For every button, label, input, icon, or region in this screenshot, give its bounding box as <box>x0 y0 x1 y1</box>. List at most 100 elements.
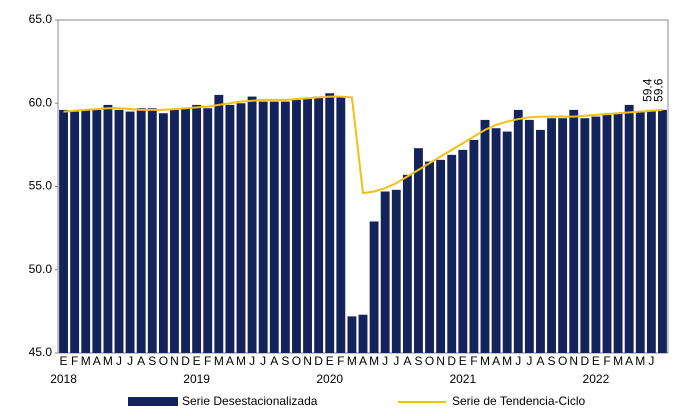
y-tick-label: 55.0 <box>29 179 53 193</box>
x-tick-label: J <box>249 354 255 368</box>
x-tick-label: A <box>270 354 278 368</box>
annotation: 59.6 <box>652 78 666 102</box>
bar <box>536 129 545 353</box>
bar <box>602 114 612 353</box>
y-tick-label: 65.0 <box>29 12 53 26</box>
x-tick-label: D <box>580 354 589 368</box>
year-label: 2021 <box>449 372 476 386</box>
x-tick-label: E <box>193 354 201 368</box>
bar <box>59 109 68 353</box>
trend-line <box>63 95 663 195</box>
x-tick-label: J <box>648 354 654 368</box>
bar <box>158 113 168 354</box>
bar <box>414 148 423 353</box>
x-tick-label: S <box>281 354 289 368</box>
bar <box>347 316 357 353</box>
x-tick-label: N <box>569 354 578 368</box>
x-tick-label: O <box>558 354 567 368</box>
bar <box>436 159 446 353</box>
x-tick-label: A <box>625 354 633 368</box>
bar <box>646 109 656 353</box>
bar <box>292 99 301 353</box>
bar <box>358 314 368 353</box>
x-tick-label: A <box>226 354 234 368</box>
x-tick-label: N <box>170 354 179 368</box>
x-tick-label: S <box>148 354 156 368</box>
x-tick-label: M <box>613 354 623 368</box>
x-tick-label: S <box>548 354 556 368</box>
year-label: 2019 <box>183 372 210 386</box>
x-tick-label: M <box>236 354 246 368</box>
bar <box>70 111 80 353</box>
bar <box>391 189 401 353</box>
x-tick-label: D <box>447 354 456 368</box>
x-tick-label: J <box>515 354 521 368</box>
x-tick-label: D <box>314 354 323 368</box>
bar <box>491 128 501 353</box>
y-tick-label: 60.0 <box>29 95 53 109</box>
bar <box>580 118 590 353</box>
legend-label: Serie Desestacionalizada <box>182 394 318 408</box>
bar <box>369 221 379 353</box>
x-tick-label: E <box>459 354 467 368</box>
x-tick-label: O <box>292 354 301 368</box>
bar <box>314 96 324 353</box>
x-tick-label: M <box>635 354 645 368</box>
bar <box>425 161 434 353</box>
bar <box>447 154 457 353</box>
bar <box>269 101 279 354</box>
bar <box>236 103 246 353</box>
x-tick-label: M <box>214 354 224 368</box>
bar <box>524 119 534 354</box>
x-tick-label: N <box>303 354 312 368</box>
bar <box>192 104 202 353</box>
bar <box>114 109 124 353</box>
bar <box>247 96 257 353</box>
bar <box>336 96 346 353</box>
x-tick-label: M <box>347 354 357 368</box>
bar <box>303 98 312 353</box>
x-tick-label: M <box>369 354 379 368</box>
bar <box>624 104 634 353</box>
x-tick-label: S <box>414 354 422 368</box>
bar <box>225 104 235 353</box>
year-label: 2022 <box>583 372 610 386</box>
bar <box>591 116 601 353</box>
x-tick-label: J <box>382 354 388 368</box>
x-tick-label: J <box>260 354 266 368</box>
bar <box>136 108 146 354</box>
bar <box>81 109 91 353</box>
bar <box>203 108 213 354</box>
bar <box>181 108 190 354</box>
bar <box>92 109 102 353</box>
x-tick-label: N <box>436 354 445 368</box>
y-tick-label: 50.0 <box>29 262 53 276</box>
bar <box>513 109 523 353</box>
bar <box>147 108 157 354</box>
x-tick-label: A <box>93 354 101 368</box>
bar <box>125 111 135 353</box>
x-tick-label: E <box>326 354 334 368</box>
bar <box>280 101 290 354</box>
x-tick-label: M <box>103 354 113 368</box>
x-tick-label: A <box>536 354 544 368</box>
x-tick-label: M <box>81 354 91 368</box>
bar <box>635 111 645 353</box>
bar <box>380 191 390 353</box>
bar <box>103 104 113 353</box>
x-tick-label: E <box>60 354 68 368</box>
bar <box>658 109 667 353</box>
x-tick-label: E <box>592 354 600 368</box>
bar <box>547 118 556 353</box>
annotation: 59.4 <box>641 78 655 102</box>
x-tick-label: A <box>359 354 367 368</box>
bar <box>558 118 568 353</box>
bar <box>170 109 179 353</box>
x-tick-label: J <box>526 354 532 368</box>
bar <box>569 109 579 353</box>
y-tick-label: 45.0 <box>29 345 53 359</box>
year-label: 2020 <box>316 372 343 386</box>
x-tick-label: A <box>492 354 500 368</box>
bar <box>502 131 512 353</box>
